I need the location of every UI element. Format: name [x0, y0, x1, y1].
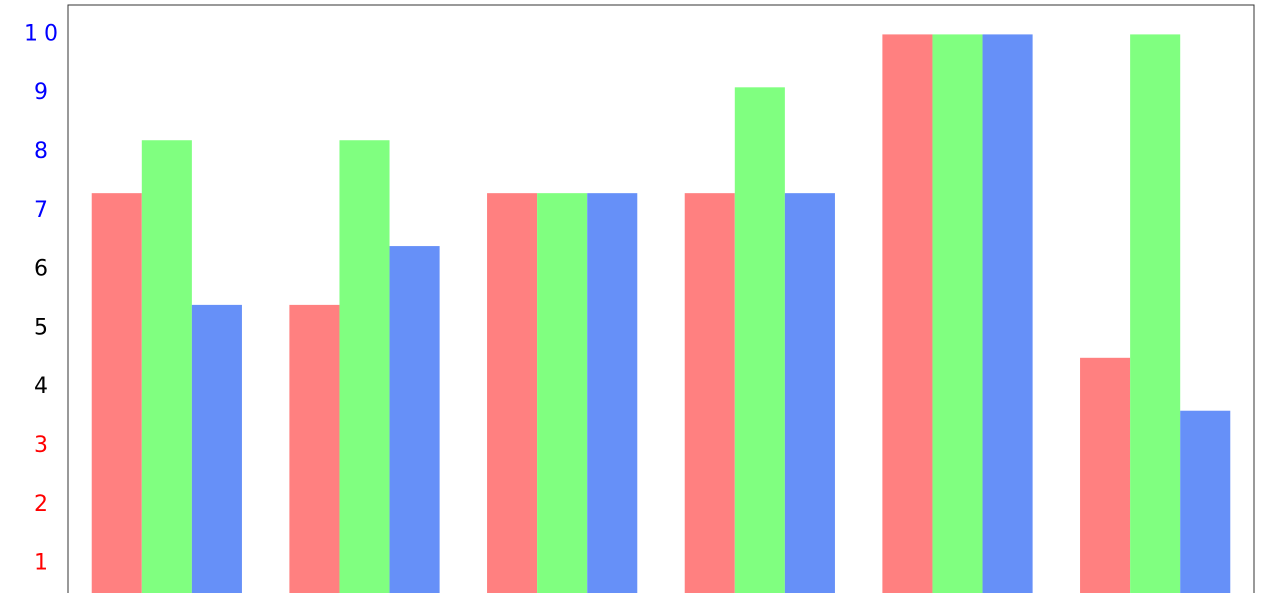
bar [91, 193, 142, 593]
y-tick-label: 4 [34, 374, 54, 399]
bar [1180, 410, 1231, 593]
bar [684, 193, 735, 593]
y-tick-label: 10 [24, 21, 64, 46]
bar [289, 304, 340, 593]
y-tick-label: 2 [34, 492, 54, 517]
y-tick-label: 8 [34, 139, 54, 164]
y-tick-label: 5 [34, 315, 54, 340]
bar [784, 193, 835, 593]
bar [1080, 357, 1131, 593]
bar [141, 140, 192, 593]
y-tick-label: 7 [34, 198, 54, 223]
bar [389, 246, 440, 593]
bar [487, 193, 538, 593]
bar [734, 87, 785, 593]
bar [932, 34, 983, 593]
y-tick-label: 1 [34, 551, 54, 576]
bar [1130, 34, 1181, 593]
plot-frame [67, 4, 1255, 593]
bar [191, 304, 242, 593]
y-tick-label: 6 [34, 257, 54, 282]
y-tick-label: 3 [34, 433, 54, 458]
bar [587, 193, 638, 593]
bar [882, 34, 933, 593]
y-tick-label: 9 [34, 80, 54, 105]
bar [339, 140, 390, 593]
bar [537, 193, 588, 593]
bar [982, 34, 1033, 593]
